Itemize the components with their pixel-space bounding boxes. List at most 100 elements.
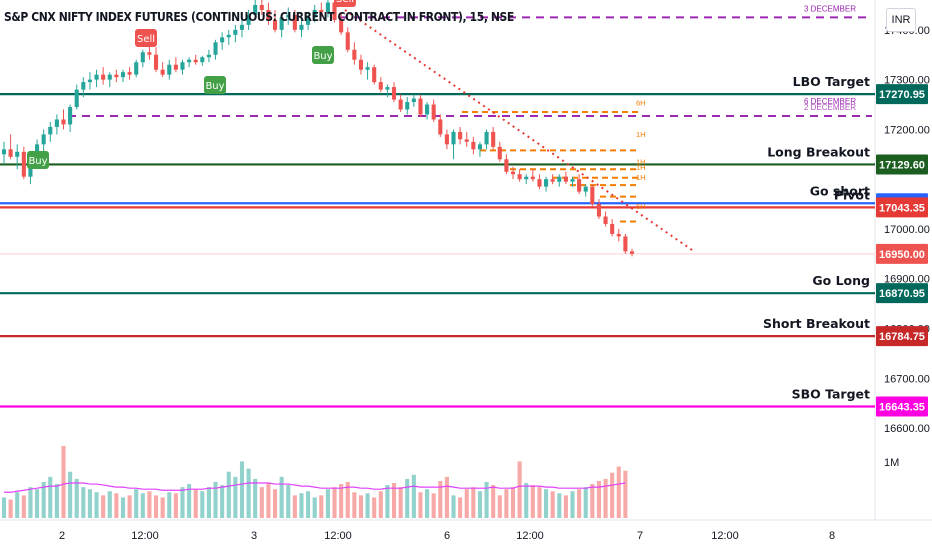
volume-bar — [120, 497, 126, 518]
candle-body — [87, 79, 92, 83]
signal-label: Buy — [313, 51, 332, 62]
volume-bar — [530, 485, 535, 518]
time-tick-label: 12:00 — [711, 530, 739, 542]
candle-body — [596, 204, 601, 217]
candle-body — [583, 186, 588, 192]
candle-body — [610, 223, 615, 234]
candle-body — [1, 149, 7, 155]
candle-body — [398, 99, 403, 110]
volume-bar — [332, 487, 337, 518]
volume-bar — [94, 492, 99, 518]
buy-signal[interactable] — [27, 151, 49, 169]
volume-bar — [477, 491, 483, 518]
volume-bar — [425, 489, 430, 518]
sell-signal[interactable] — [135, 29, 157, 47]
candle-body — [451, 131, 456, 145]
level-label: Go short — [810, 183, 870, 198]
volume-bar — [358, 495, 364, 518]
candle-body — [74, 89, 79, 108]
volume-bar — [206, 487, 211, 518]
signal-label: Sell — [137, 34, 155, 45]
candle-body — [114, 74, 119, 78]
candle-body — [497, 146, 502, 160]
volume-bar — [524, 483, 529, 518]
volume-bar — [259, 487, 264, 518]
candle-body — [484, 131, 489, 145]
volume-bar — [101, 495, 106, 518]
volume-bar — [603, 478, 608, 518]
candle-body — [623, 236, 628, 252]
candle-body — [464, 139, 469, 142]
level-label: Short Breakout — [763, 316, 870, 331]
volume-bar — [140, 493, 145, 518]
candle-body — [425, 104, 430, 115]
candle-body — [458, 131, 463, 140]
candle-body — [418, 98, 423, 115]
candle-body — [491, 131, 496, 147]
level-price-tag — [876, 84, 928, 105]
volume-bar — [325, 489, 330, 518]
candle-body — [616, 233, 621, 237]
candle-body — [134, 62, 139, 75]
price-tick-label: 16900.00 — [884, 274, 930, 286]
volume-bar — [299, 493, 304, 518]
level-label: LBO Target — [793, 74, 870, 89]
price-tick-label: 17000.00 — [884, 224, 930, 236]
candle-body — [325, 2, 330, 13]
volume-bar — [147, 491, 152, 518]
candle-body — [127, 72, 132, 75]
price-axis: 17400.0017300.0017200.0017000.0016900.00… — [876, 25, 930, 469]
candle-body — [54, 119, 59, 127]
signal-label: Buy — [205, 81, 224, 92]
time-tick-label: 3 — [251, 530, 257, 542]
volume-bar — [517, 461, 522, 518]
time-axis: 2 12:00 3 12:00 6 12:00 7 12:00 8 — [59, 530, 835, 542]
candle-body — [431, 104, 436, 120]
level-price-text: 16870.95 — [879, 288, 925, 300]
dashed-level-label: 2 DECEMBER — [804, 103, 856, 112]
candle-body — [438, 119, 443, 135]
last-price-tag — [876, 243, 928, 264]
level-price-text: 17043.35 — [879, 202, 925, 214]
candle-body — [411, 98, 416, 103]
dashed-level-label: 3 DECEMBER — [804, 4, 856, 13]
candle-body — [246, 14, 251, 25]
volume-bar — [378, 491, 383, 518]
volume-bar — [127, 495, 132, 518]
candlesticks — [1, 0, 635, 257]
sell-signal[interactable] — [334, 0, 356, 7]
candle-body — [107, 74, 112, 80]
volume-bar — [391, 483, 397, 518]
volume-bar — [15, 492, 20, 518]
buy-signal[interactable] — [204, 76, 226, 94]
volume-bar — [398, 487, 403, 518]
candle-body — [345, 32, 350, 50]
level-label: SBO Target — [792, 386, 870, 401]
buy-signal[interactable] — [312, 46, 334, 64]
volume-bar — [345, 482, 350, 518]
volume-bar — [226, 471, 231, 518]
level-price-text: 17270.95 — [879, 89, 925, 101]
volume-bar — [411, 474, 416, 518]
dashed-level-label: 6 DECEMBER — [804, 97, 856, 106]
candle-body — [339, 19, 344, 33]
currency-button[interactable]: INR — [886, 8, 916, 32]
candle-body — [292, 14, 297, 30]
candle-body — [385, 87, 390, 90]
candle-body — [8, 149, 13, 157]
candle-body — [279, 17, 284, 30]
volume-bar — [21, 495, 26, 518]
volume-bar — [590, 484, 595, 518]
level-price-text: 17129.60 — [879, 159, 925, 171]
volume-bar — [306, 491, 311, 518]
volume-bar — [114, 493, 119, 518]
volume-bar — [193, 489, 198, 518]
volume-bar — [577, 489, 582, 518]
candle-body — [253, 4, 258, 15]
volume-bar — [81, 487, 86, 518]
candle-body — [153, 54, 159, 70]
candle-body — [68, 107, 73, 125]
candle-body — [140, 52, 145, 63]
